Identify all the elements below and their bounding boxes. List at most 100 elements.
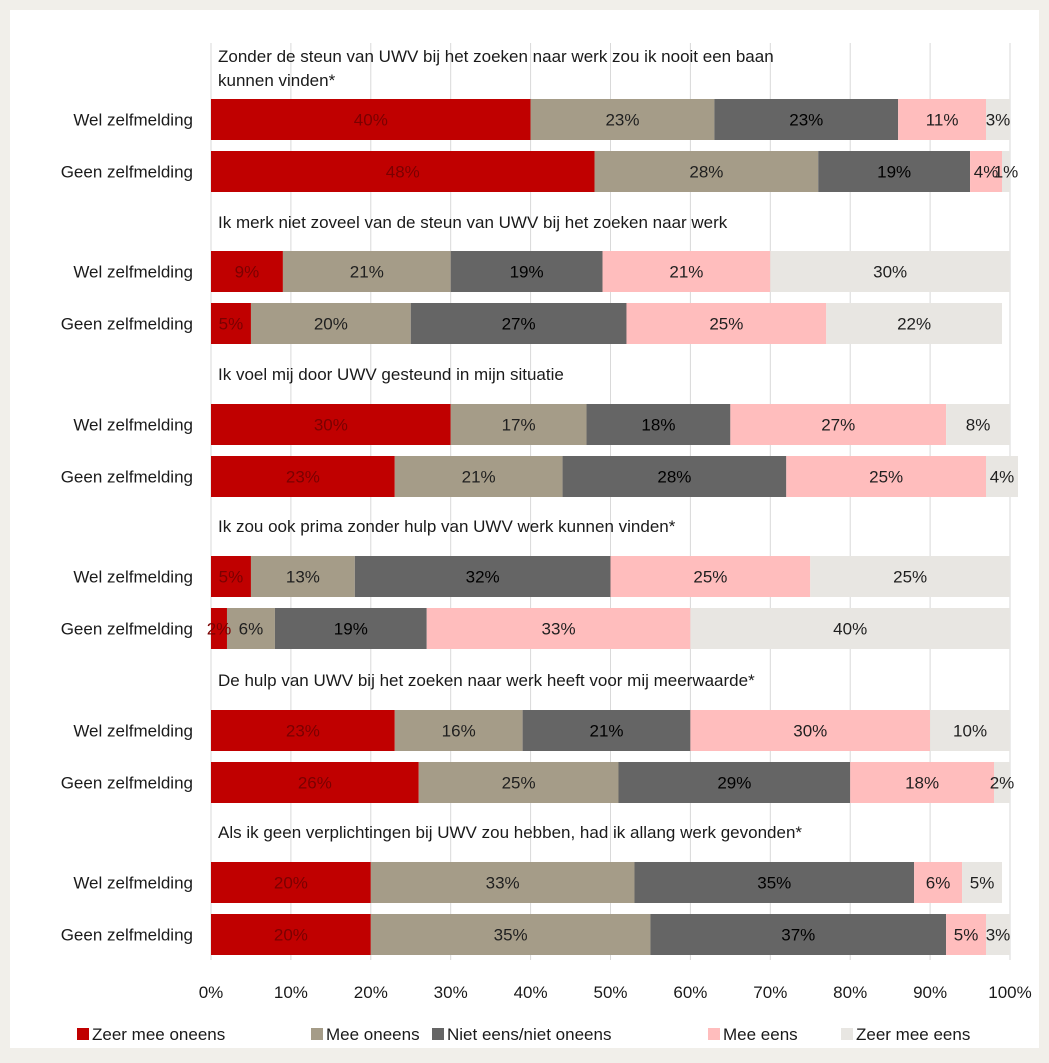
data-label: 11% bbox=[926, 111, 959, 130]
data-label: 21% bbox=[462, 468, 496, 487]
bar-segment bbox=[986, 99, 1010, 140]
data-label: 25% bbox=[693, 568, 727, 587]
bar-segment bbox=[530, 99, 715, 140]
bar-segment bbox=[770, 251, 1010, 292]
data-label: 21% bbox=[589, 722, 623, 741]
bar-segment bbox=[450, 404, 587, 445]
bar-segment bbox=[914, 862, 963, 903]
row-label: Geen zelfmelding bbox=[61, 468, 193, 487]
bar-segment bbox=[826, 303, 1003, 344]
question-title: Ik merk niet zoveel van de steun van UWV… bbox=[218, 213, 728, 232]
legend-label: Mee eens bbox=[723, 1025, 798, 1044]
bar-segment bbox=[730, 404, 947, 445]
bar-segment bbox=[970, 151, 1003, 192]
bar-segment bbox=[602, 251, 771, 292]
row-label: Wel zelfmelding bbox=[73, 111, 193, 130]
bar-segment bbox=[818, 151, 971, 192]
question-title: Als ik geen verplichtingen bij UWV zou h… bbox=[218, 823, 802, 842]
data-label: 3% bbox=[986, 111, 1011, 130]
row-label: Wel zelfmelding bbox=[73, 874, 193, 893]
x-tick-label: 0% bbox=[199, 983, 224, 1002]
bar-segment bbox=[250, 303, 411, 344]
row-label: Geen zelfmelding bbox=[61, 163, 193, 182]
bar-segment bbox=[394, 710, 523, 751]
x-tick-label: 20% bbox=[354, 983, 388, 1002]
bar-segment bbox=[610, 556, 811, 597]
legend: Zeer mee oneens Mee oneens Niet eens/niet … bbox=[77, 1025, 970, 1044]
bar-segment bbox=[810, 556, 1010, 597]
bar-segment bbox=[786, 456, 987, 497]
bar-segment bbox=[426, 608, 691, 649]
x-tick-label: 40% bbox=[514, 983, 548, 1002]
bar-segment bbox=[946, 914, 987, 955]
data-label: 27% bbox=[821, 416, 855, 435]
x-tick-label: 90% bbox=[913, 983, 947, 1002]
data-label: 20% bbox=[274, 874, 308, 893]
data-label: 21% bbox=[350, 263, 384, 282]
bar-segment bbox=[211, 608, 227, 649]
legend-swatch bbox=[708, 1028, 720, 1040]
data-label: 18% bbox=[641, 416, 675, 435]
legend-swatch bbox=[77, 1028, 89, 1040]
data-label: 6% bbox=[239, 620, 264, 639]
question-title: Ik zou ook prima zonder hulp van UWV wer… bbox=[218, 517, 676, 536]
bar-segment bbox=[354, 556, 611, 597]
data-label: 19% bbox=[877, 163, 911, 182]
legend-label: Zeer mee oneens bbox=[92, 1025, 225, 1044]
legend-item[interactable]: Zeer mee eens bbox=[841, 1025, 970, 1044]
bar-segment bbox=[946, 404, 1010, 445]
bar-segment bbox=[282, 251, 451, 292]
question-title: kunnen vinden* bbox=[218, 71, 336, 90]
data-label: 28% bbox=[689, 163, 723, 182]
legend-label: Zeer mee eens bbox=[856, 1025, 970, 1044]
bar-segment bbox=[211, 456, 395, 497]
question-title: Ik voel mij door UWV gesteund in mijn si… bbox=[218, 365, 564, 384]
data-label: 30% bbox=[793, 722, 827, 741]
bar-segment bbox=[418, 762, 619, 803]
bar-segment bbox=[626, 303, 827, 344]
data-label: 19% bbox=[510, 263, 544, 282]
legend-item[interactable]: Niet eens/niet oneens bbox=[432, 1025, 611, 1044]
bar-segment bbox=[211, 404, 451, 445]
legend-item[interactable]: Zeer mee oneens bbox=[77, 1025, 225, 1044]
data-label: 40% bbox=[354, 111, 388, 130]
row-label: Geen zelfmelding bbox=[61, 926, 193, 945]
bar-segment bbox=[586, 404, 731, 445]
x-tick-label: 10% bbox=[274, 983, 308, 1002]
row-label: Wel zelfmelding bbox=[73, 263, 193, 282]
data-label: 33% bbox=[542, 620, 576, 639]
legend-label: Mee oneens bbox=[326, 1025, 420, 1044]
bar-segment bbox=[690, 608, 1010, 649]
data-label: 17% bbox=[502, 416, 536, 435]
bar-segment bbox=[594, 151, 819, 192]
labels: Zonder de steun van UWV bij het zoeken n… bbox=[61, 47, 1019, 945]
row-label: Wel zelfmelding bbox=[73, 722, 193, 741]
legend-item[interactable]: Mee oneens bbox=[311, 1025, 420, 1044]
data-label: 8% bbox=[966, 416, 991, 435]
legend-label: Niet eens/niet oneens bbox=[447, 1025, 611, 1044]
data-label: 10% bbox=[953, 722, 987, 741]
bar-segment bbox=[274, 608, 427, 649]
bar-segment bbox=[850, 762, 995, 803]
bar-segment bbox=[370, 862, 635, 903]
x-tick-label: 60% bbox=[673, 983, 707, 1002]
x-tick-label: 50% bbox=[593, 983, 627, 1002]
gridlines bbox=[210, 43, 1011, 960]
bar-segment bbox=[211, 99, 531, 140]
data-label: 25% bbox=[502, 774, 536, 793]
data-label: 5% bbox=[219, 568, 244, 587]
bar-segment bbox=[211, 914, 371, 955]
bar-segment bbox=[211, 251, 283, 292]
data-label: 30% bbox=[873, 263, 907, 282]
legend-item[interactable]: Mee eens bbox=[708, 1025, 798, 1044]
data-label: 35% bbox=[757, 874, 791, 893]
bar-segment bbox=[618, 762, 851, 803]
data-label: 5% bbox=[970, 874, 995, 893]
data-label: 19% bbox=[334, 620, 368, 639]
row-label: Wel zelfmelding bbox=[73, 568, 193, 587]
data-label: 25% bbox=[893, 568, 927, 587]
bar-segment bbox=[394, 456, 563, 497]
bar-segment bbox=[211, 303, 251, 344]
